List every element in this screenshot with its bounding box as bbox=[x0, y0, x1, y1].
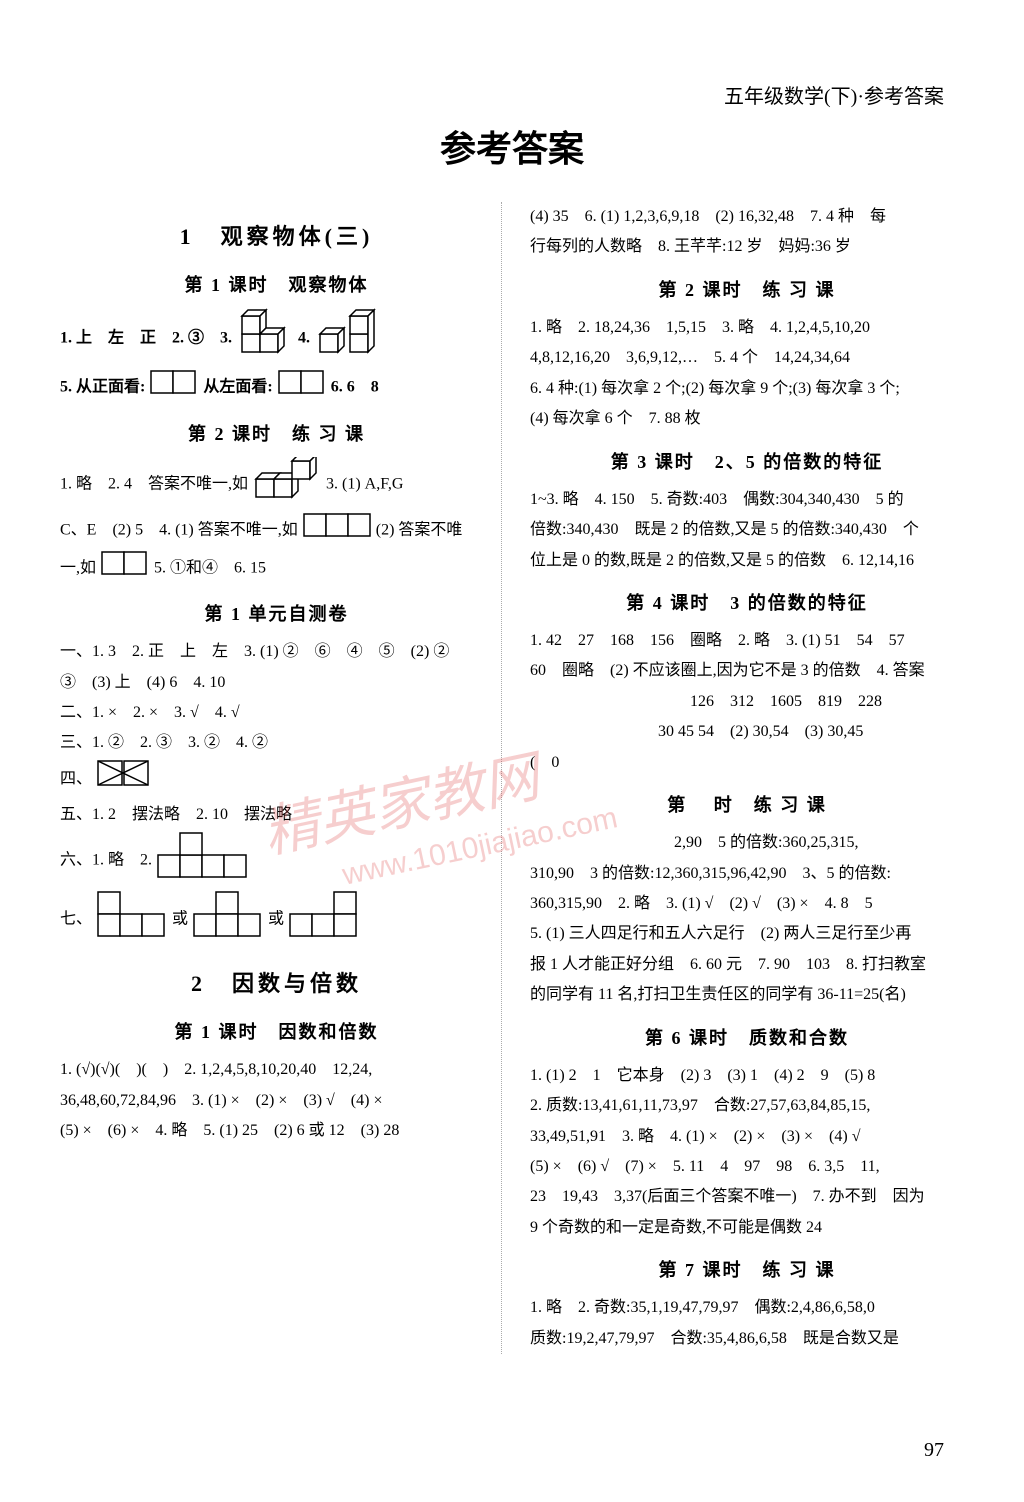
r-l4-line: 60 圈略 (2) 不应该圈上,因为它不是 3 的倍数 4. 答案 bbox=[530, 656, 964, 686]
page-header: 五年级数学(下)·参考答案 bbox=[724, 80, 944, 109]
squares-icon bbox=[100, 550, 150, 587]
r-lesson6-title: 第 6 课时 质数和合数 bbox=[530, 1021, 964, 1055]
r-l4-line: 126 312 1605 819 228 bbox=[530, 687, 964, 717]
r-lesson3-title: 第 3 课时 2、5 的倍数的特征 bbox=[530, 445, 964, 479]
s1-l2-line3: 一,如 5. ①和④ 6. 15 bbox=[60, 550, 493, 587]
r-l5-line: 5. (1) 三人四足行和五人六足行 (2) 两人三足行至少再 bbox=[530, 919, 964, 949]
r-l5-line: 310,90 3 的倍数:12,360,315,96,42,90 3、5 的倍数… bbox=[530, 859, 964, 889]
r-lesson5-title: 第 时 练 习 课 bbox=[530, 788, 964, 822]
s1-test-line: 二、1. × 2. × 3. √ 4. √ bbox=[60, 698, 493, 728]
page-number: 97 bbox=[924, 1439, 944, 1462]
cross-box-icon bbox=[96, 759, 152, 800]
r-l3-line: 1~3. 略 4. 150 5. 奇数:403 偶数:304,340,430 5… bbox=[530, 485, 964, 515]
text: 或 bbox=[172, 910, 188, 927]
r-l6-line: 2. 质数:13,41,61,11,73,97 合数:27,57,63,84,8… bbox=[530, 1091, 964, 1121]
r-top-line: 行每列的人数略 8. 王芊芊:12 岁 妈妈:36 岁 bbox=[530, 232, 964, 262]
r-l5-line: 的同学有 11 名,打扫卫生责任区的同学有 36-11=25(名) bbox=[530, 980, 964, 1010]
squares-icon bbox=[96, 890, 168, 949]
page-title: 参考答案 bbox=[60, 120, 964, 172]
text: 3. (1) A,F,G bbox=[326, 475, 403, 492]
r-l2-line: 6. 4 种:(1) 每次拿 2 个;(2) 每次拿 9 个;(3) 每次拿 3… bbox=[530, 374, 964, 404]
text: 七、 bbox=[60, 910, 92, 927]
s1-test-line: ③ (3) 上 (4) 6 4. 10 bbox=[60, 668, 493, 698]
r-l2-line: (4) 每次拿 6 个 7. 88 枚 bbox=[530, 404, 964, 434]
r-lesson2-title: 第 2 课时 练 习 课 bbox=[530, 273, 964, 307]
r-l5-line: 360,315,90 2. 略 3. (1) √ (2) √ (3) × 4. … bbox=[530, 889, 964, 919]
r-l5-line: 报 1 人才能正好分组 6. 60 元 7. 90 103 8. 打扫教室 bbox=[530, 950, 964, 980]
r-l6-line: (5) × (6) √ (7) × 5. 11 4 97 98 6. 3,5 1… bbox=[530, 1152, 964, 1182]
s1-lesson2-title: 第 2 课时 练 习 课 bbox=[60, 417, 493, 451]
s1-l1-line1: 1. 上 左 正 2. ③ 3. 4. bbox=[60, 308, 493, 369]
section-1-title: 1 观察物体(三) bbox=[60, 216, 493, 258]
s1-test-line: 五、1. 2 摆法略 2. 10 摆法略 bbox=[60, 800, 493, 830]
s2-l1-line: 1. (√)(√)( )( ) 2. 1,2,4,5,8,10,20,40 12… bbox=[60, 1055, 493, 1085]
s2-l1-line: 36,48,60,72,84,96 3. (1) × (2) × (3) √ (… bbox=[60, 1086, 493, 1116]
r-l7-line: 1. 略 2. 奇数:35,1,19,47,79,97 偶数:2,4,86,6,… bbox=[530, 1293, 964, 1323]
s2-l1-line: (5) × (6) × 4. 略 5. (1) 25 (2) 6 或 12 (3… bbox=[60, 1116, 493, 1146]
content-columns: 1 观察物体(三) 第 1 课时 观察物体 1. 上 左 正 2. ③ 3. 4… bbox=[60, 202, 964, 1354]
s1-test-line7: 七、 或 或 bbox=[60, 890, 493, 949]
s1-lesson1-title: 第 1 课时 观察物体 bbox=[60, 268, 493, 302]
r-l4-line: 30 45 54 (2) 30,54 (3) 30,45 bbox=[530, 717, 964, 747]
s1-test-line6: 六、1. 略 2. bbox=[60, 831, 493, 890]
text: 六、1. 略 2. bbox=[60, 851, 152, 868]
cube-figure-icon bbox=[236, 308, 294, 369]
s2-lesson1-title: 第 1 课时 因数和倍数 bbox=[60, 1015, 493, 1049]
right-column: (4) 35 6. (1) 1,2,3,6,9,18 (2) 16,32,48 … bbox=[522, 202, 964, 1354]
section-2-title: 2 因数与倍数 bbox=[60, 963, 493, 1005]
squares-icon bbox=[302, 512, 372, 549]
text: 1. 略 2. 4 答案不唯一,如 bbox=[60, 475, 248, 492]
r-l6-line: 9 个奇数的和一定是奇数,不可能是偶数 24 bbox=[530, 1213, 964, 1243]
r-lesson4-title: 第 4 课时 3 的倍数的特征 bbox=[530, 586, 964, 620]
text: 5. 从正面看: bbox=[60, 379, 145, 396]
squares-icon bbox=[192, 890, 264, 949]
squares-icon bbox=[149, 369, 199, 406]
cube-figure-icon bbox=[314, 308, 382, 369]
r-l5-line: 2,90 5 的倍数:360,25,315, bbox=[530, 828, 964, 858]
s1-test-line: 一、1. 3 2. 正 上 左 3. (1) ② ⑥ ④ ⑤ (2) ② bbox=[60, 637, 493, 667]
r-l4-line: 1. 42 27 168 156 圈略 2. 略 3. (1) 51 54 57 bbox=[530, 626, 964, 656]
text: 6. 6 8 bbox=[331, 379, 379, 396]
r-l2-line: 1. 略 2. 18,24,36 1,5,15 3. 略 4. 1,2,4,5,… bbox=[530, 313, 964, 343]
squares-icon bbox=[277, 369, 327, 406]
text: 一,如 bbox=[60, 559, 96, 576]
s1-test-title: 第 1 单元自测卷 bbox=[60, 597, 493, 631]
r-l6-line: 1. (1) 2 1 它本身 (2) 3 (3) 1 (4) 2 9 (5) 8 bbox=[530, 1061, 964, 1091]
r-l3-line: 位上是 0 的数,既是 2 的倍数,又是 5 的倍数 6. 12,14,16 bbox=[530, 546, 964, 576]
text: 从左面看: bbox=[203, 379, 272, 396]
s1-test-line4: 四、 bbox=[60, 759, 493, 800]
text: 4. bbox=[298, 329, 310, 346]
r-l2-line: 4,8,12,16,20 3,6,9,12,… 5. 4 个 14,24,34,… bbox=[530, 343, 964, 373]
s1-l2-line2: C、E (2) 5 4. (1) 答案不唯一,如 (2) 答案不唯 bbox=[60, 512, 493, 549]
left-column: 1 观察物体(三) 第 1 课时 观察物体 1. 上 左 正 2. ③ 3. 4… bbox=[60, 202, 502, 1354]
r-lesson7-title: 第 7 课时 练 习 课 bbox=[530, 1253, 964, 1287]
cube-figure-icon bbox=[252, 457, 322, 512]
squares-icon bbox=[156, 831, 250, 890]
text: C、E (2) 5 4. (1) 答案不唯一,如 bbox=[60, 522, 298, 539]
squares-icon bbox=[288, 890, 360, 949]
text: 1. 上 左 正 2. ③ 3. bbox=[60, 329, 232, 346]
r-l7-line: 质数:19,2,47,79,97 合数:35,4,86,6,58 既是合数又是 bbox=[530, 1324, 964, 1354]
text: 或 bbox=[268, 910, 284, 927]
r-top-line: (4) 35 6. (1) 1,2,3,6,9,18 (2) 16,32,48 … bbox=[530, 202, 964, 232]
s1-test-line: 三、1. ② 2. ③ 3. ② 4. ② bbox=[60, 728, 493, 758]
r-l3-line: 倍数:340,430 既是 2 的倍数,又是 5 的倍数:340,430 个 bbox=[530, 515, 964, 545]
text: (2) 答案不唯 bbox=[376, 522, 463, 539]
s1-l2-line1: 1. 略 2. 4 答案不唯一,如 3. (1) A,F,G bbox=[60, 457, 493, 512]
text: 5. ①和④ 6. 15 bbox=[154, 559, 266, 576]
r-l4-line: ( 0 bbox=[530, 748, 964, 778]
r-l6-line: 23 19,43 3,37(后面三个答案不唯一) 7. 办不到 因为 bbox=[530, 1182, 964, 1212]
r-l6-line: 33,49,51,91 3. 略 4. (1) × (2) × (3) × (4… bbox=[530, 1122, 964, 1152]
text: 四、 bbox=[60, 770, 92, 787]
s1-l1-line2: 5. 从正面看: 从左面看: 6. 6 8 bbox=[60, 369, 493, 406]
